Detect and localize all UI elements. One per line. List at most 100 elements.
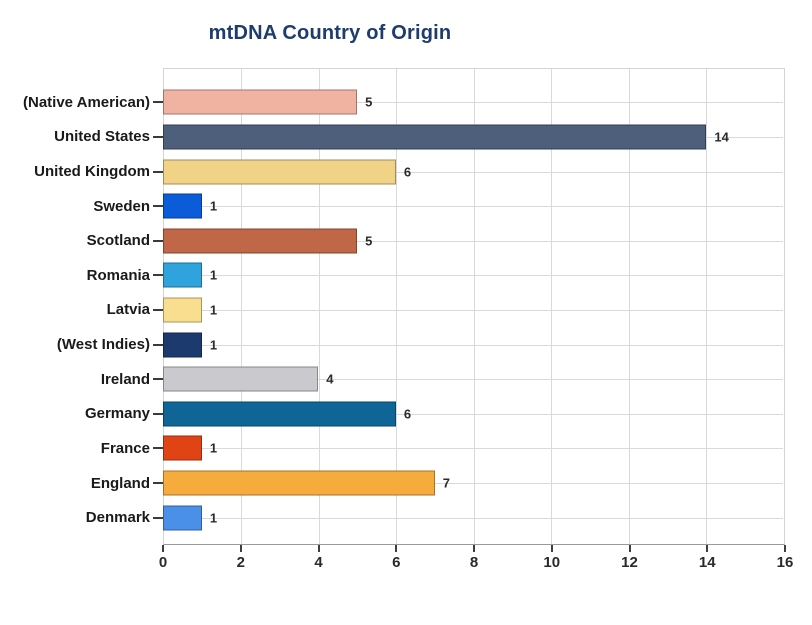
bar-track: 14 <box>163 120 784 155</box>
bar-row: Latvia 1 <box>0 293 784 328</box>
gridline-vertical <box>241 69 242 544</box>
category-label: Germany <box>84 405 150 423</box>
y-tick-mark <box>153 274 163 277</box>
x-tick-mark <box>317 545 320 552</box>
category-cell: England <box>0 475 163 492</box>
value-label: 1 <box>209 337 218 353</box>
value-label: 5 <box>365 233 373 249</box>
y-tick-mark <box>153 516 163 519</box>
value-label: 4 <box>326 371 334 387</box>
value-label: 5 <box>365 94 373 110</box>
gridline-horizontal <box>163 275 783 277</box>
bar-track: 1 <box>163 500 784 535</box>
category-cell: Sweden <box>0 198 163 215</box>
x-tick-mark <box>395 545 398 552</box>
bar-track: 5 <box>163 223 784 258</box>
gridline-horizontal <box>163 379 783 381</box>
x-tick-label: 14 <box>698 554 716 571</box>
bar-row: France 1 <box>0 431 784 466</box>
category-label: (West Indies) <box>56 336 150 354</box>
bar <box>163 262 202 288</box>
category-cell: (West Indies) <box>0 336 163 353</box>
value-label: 6 <box>403 406 412 422</box>
y-tick-mark <box>153 308 163 311</box>
bar-track: 5 <box>163 85 784 120</box>
bar <box>163 159 396 185</box>
category-label: Ireland <box>100 370 150 388</box>
bar-track: 1 <box>163 431 784 466</box>
x-tick-label: 12 <box>621 554 638 571</box>
bar <box>163 297 202 323</box>
x-tick-mark <box>706 545 709 552</box>
x-tick-label: 2 <box>236 554 245 571</box>
value-label: 1 <box>209 510 218 526</box>
bar <box>163 332 202 358</box>
bar-track: 4 <box>163 362 784 397</box>
y-tick-mark <box>153 239 163 242</box>
category-label: England <box>90 474 150 492</box>
bar-row: United Kingdom 6 <box>0 154 784 189</box>
x-tick-mark <box>550 545 553 552</box>
bar-row: Ireland 4 <box>0 362 784 397</box>
category-cell: Romania <box>0 267 163 284</box>
bar <box>163 435 202 461</box>
category-label: Latvia <box>106 301 150 319</box>
bar-track: 1 <box>163 189 784 224</box>
bar-rows: (Native American) 5 United States 14 United … <box>0 85 784 535</box>
bar-track: 1 <box>163 258 784 293</box>
x-axis: 0 2 4 6 8 10 12 14 16 <box>159 545 793 585</box>
gridline-horizontal <box>163 206 783 208</box>
value-label: 7 <box>442 475 450 491</box>
bar <box>163 401 396 427</box>
category-label: Denmark <box>85 509 150 527</box>
x-tick-mark <box>628 545 631 552</box>
category-cell: (Native American) <box>0 94 163 111</box>
category-label: United States <box>54 128 150 146</box>
gridline-horizontal <box>163 309 783 311</box>
gridline-vertical <box>396 69 397 544</box>
x-tick-label: 4 <box>314 554 323 571</box>
bar-row: Sweden 1 <box>0 189 784 224</box>
x-tick-mark <box>162 545 164 552</box>
bar-track: 1 <box>163 327 784 362</box>
category-label: Romania <box>86 266 150 284</box>
gridline-horizontal <box>163 483 783 484</box>
bar-row: Denmark 1 <box>0 500 784 535</box>
gridline-vertical <box>473 69 475 544</box>
category-cell: United Kingdom <box>0 163 163 180</box>
bar-track: 6 <box>163 396 784 431</box>
bar-track: 1 <box>163 293 784 328</box>
value-label: 14 <box>714 129 729 145</box>
gridline-horizontal <box>163 171 783 173</box>
gridline-vertical <box>628 69 630 544</box>
y-tick-mark <box>153 135 163 138</box>
bar-row: United States 14 <box>0 120 784 155</box>
x-tick-label: 6 <box>392 554 401 571</box>
bar <box>163 89 358 115</box>
category-cell: France <box>0 440 163 457</box>
bar-row: Romania 1 <box>0 258 784 293</box>
bar-row: (West Indies) 1 <box>0 327 784 362</box>
category-label: United Kingdom <box>34 163 150 181</box>
y-tick-mark <box>153 482 163 484</box>
category-label: France <box>100 439 150 457</box>
category-label: (Native American) <box>23 93 150 111</box>
bar-track: 7 <box>163 466 784 501</box>
gridline-horizontal <box>163 517 783 519</box>
value-label: 1 <box>209 198 218 214</box>
gridline-horizontal <box>163 448 783 450</box>
bar <box>163 193 202 219</box>
bar-row: Germany 6 <box>0 396 784 431</box>
category-label: Sweden <box>93 197 150 215</box>
bar-row: England 7 <box>0 466 784 501</box>
y-tick-mark <box>153 343 163 346</box>
bar <box>163 505 202 531</box>
value-label: 1 <box>209 267 218 283</box>
y-tick-mark <box>153 170 163 173</box>
y-tick-mark <box>153 101 163 104</box>
gridline-vertical <box>706 69 707 544</box>
bar-row: Scotland 5 <box>0 223 784 258</box>
category-cell: Latvia <box>0 301 163 318</box>
bar <box>163 366 319 392</box>
